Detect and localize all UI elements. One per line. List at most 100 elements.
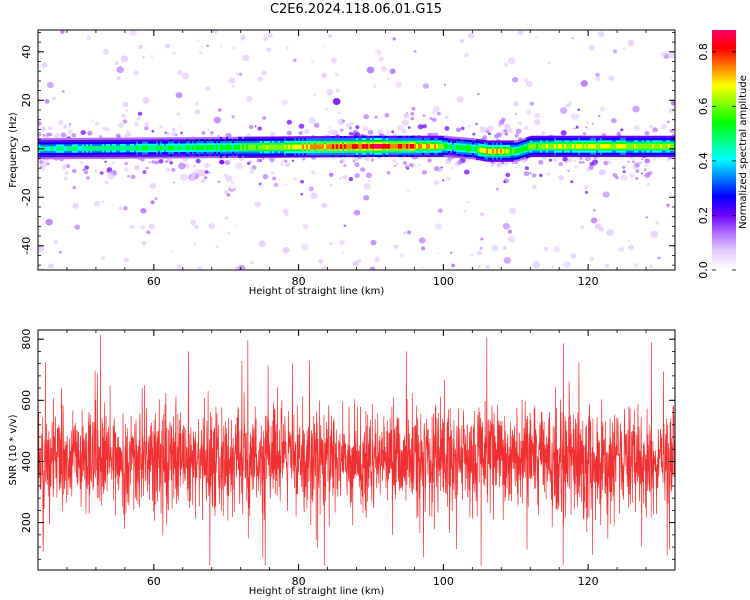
- noise-speckle: [555, 68, 560, 73]
- halo-speckle: [94, 169, 98, 173]
- noise-speckle: [364, 192, 368, 196]
- noise-speckle: [102, 48, 109, 55]
- band-cell: [378, 143, 381, 149]
- halo-speckle: [485, 127, 489, 130]
- band-cell: [656, 143, 659, 149]
- band-cell: [294, 144, 297, 150]
- halo-speckle: [622, 170, 626, 174]
- halo-speckle: [585, 168, 590, 172]
- halo-speckle: [262, 174, 269, 180]
- noise-speckle: [452, 105, 459, 111]
- noise-speckle: [129, 224, 135, 230]
- halo-speckle: [94, 121, 100, 126]
- halo-speckle: [391, 130, 395, 134]
- noise-speckle: [280, 160, 284, 163]
- noise-speckle: [118, 122, 124, 128]
- noise-speckle: [488, 80, 494, 85]
- band-cell: [592, 143, 595, 149]
- halo-speckle: [635, 169, 640, 173]
- noise-speckle: [656, 208, 660, 212]
- noise-speckle: [661, 30, 669, 37]
- band-cell: [192, 145, 195, 151]
- noise-speckle: [424, 45, 428, 49]
- halo-speckle: [208, 171, 211, 174]
- band-cell: [286, 144, 289, 150]
- noise-speckle: [172, 51, 176, 55]
- noise-speckle: [381, 261, 388, 268]
- halo-speckle: [427, 158, 432, 163]
- band-cell: [344, 144, 347, 149]
- noise-speckle: [534, 112, 540, 119]
- band-cell: [490, 148, 493, 154]
- band-cell: [494, 148, 497, 154]
- noise-speckle: [300, 243, 309, 251]
- halo-speckle: [395, 162, 399, 166]
- halo-speckle: [257, 126, 262, 131]
- band-cell: [264, 144, 267, 150]
- halo-speckle: [286, 119, 293, 125]
- halo-speckle: [570, 180, 574, 184]
- noise-speckle: [93, 200, 100, 207]
- noise-speckle: [536, 46, 543, 52]
- band-cell: [440, 143, 443, 149]
- halo-speckle: [445, 159, 451, 165]
- band-cell: [126, 145, 129, 151]
- halo-speckle: [124, 133, 129, 138]
- halo-speckle: [191, 173, 196, 178]
- noise-speckle: [503, 257, 511, 264]
- noise-speckle: [125, 109, 129, 112]
- noise-speckle: [159, 125, 163, 129]
- band-cell: [278, 144, 281, 150]
- noise-speckle: [134, 165, 140, 171]
- band-cell: [338, 144, 341, 149]
- band-cell: [486, 148, 489, 154]
- noise-speckle: [511, 76, 519, 83]
- band-cell: [232, 144, 235, 150]
- noise-speckle: [620, 174, 628, 182]
- noise-speckle: [248, 174, 255, 181]
- band-cell: [226, 145, 229, 150]
- noise-speckle: [532, 184, 537, 189]
- halo-speckle: [503, 129, 508, 133]
- noise-speckle: [595, 76, 601, 82]
- band-cell: [498, 148, 501, 154]
- noise-speckle: [488, 166, 492, 170]
- noise-speckle: [502, 222, 510, 230]
- halo-speckle: [503, 180, 507, 184]
- band-cell: [580, 143, 583, 149]
- halo-speckle: [652, 127, 658, 133]
- halo-speckle: [355, 125, 360, 130]
- halo-speckle: [611, 117, 617, 124]
- noise-speckle: [179, 254, 187, 262]
- band-cell: [208, 145, 211, 150]
- noise-speckle: [193, 74, 202, 82]
- band-cell: [648, 143, 651, 149]
- halo-speckle: [63, 176, 68, 181]
- noise-speckle: [86, 35, 92, 41]
- noise-speckle: [474, 122, 479, 126]
- band-cell: [646, 143, 649, 149]
- noise-speckle: [456, 96, 464, 103]
- noise-speckle: [393, 244, 399, 249]
- band-cell: [52, 146, 55, 152]
- noise-speckle: [108, 70, 115, 77]
- halo-speckle: [669, 128, 675, 133]
- band-cell: [516, 148, 519, 154]
- halo-speckle: [588, 128, 591, 131]
- band-cell: [280, 144, 283, 150]
- band-cell: [406, 143, 409, 149]
- halo-speckle: [505, 172, 511, 178]
- halo-speckle: [354, 173, 360, 178]
- halo-speckle: [363, 114, 370, 120]
- noise-speckle: [67, 59, 73, 65]
- y-axis-label: SNR (10 * v/v): [8, 414, 19, 485]
- band-cell: [80, 146, 83, 151]
- halo-speckle: [38, 120, 42, 127]
- noise-speckle: [306, 106, 309, 110]
- halo-speckle: [546, 172, 551, 176]
- halo-speckle: [68, 122, 72, 126]
- halo-speckle: [402, 161, 408, 165]
- halo-speckle: [130, 174, 136, 180]
- halo-speckle: [645, 164, 648, 167]
- noise-speckle: [53, 240, 58, 244]
